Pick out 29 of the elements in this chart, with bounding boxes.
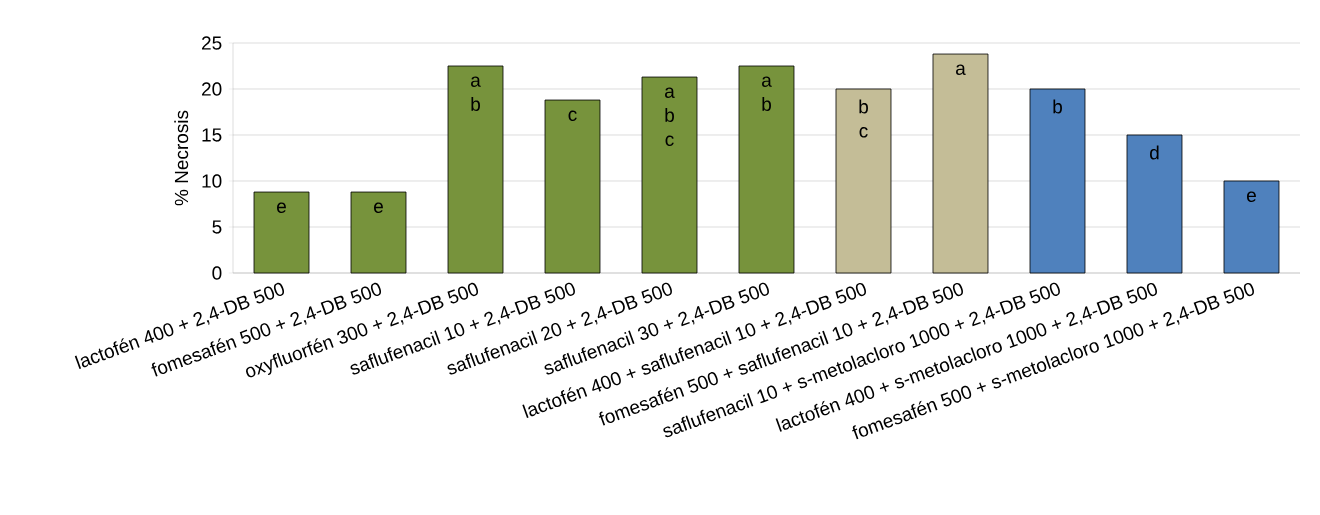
y-tick-label: 0 (212, 266, 222, 280)
y-tick-label: 25 (202, 36, 222, 50)
bar (253, 191, 310, 274)
bar (835, 88, 892, 274)
y-tick-label: 10 (202, 174, 222, 188)
bar (447, 65, 504, 274)
bar (738, 65, 795, 274)
bar (932, 53, 989, 274)
y-axis-title: % Necrosis (174, 110, 189, 206)
bar (544, 99, 601, 274)
annotation: a b c (665, 87, 675, 146)
y-tick-label: 20 (202, 82, 222, 96)
annotation: b (1053, 99, 1062, 114)
bar (1029, 88, 1086, 274)
bar (1223, 180, 1280, 274)
annotation: a b (762, 76, 772, 111)
annotation: e (1247, 191, 1256, 202)
bar (1126, 134, 1183, 274)
annotation: b c (859, 99, 868, 138)
bar (350, 191, 407, 274)
annotation: a b (471, 76, 481, 111)
annotation: e (277, 202, 286, 213)
bar (641, 76, 698, 274)
y-tick-label: 5 (212, 220, 222, 234)
annotation: c (568, 110, 577, 121)
annotation: e (374, 202, 383, 213)
annotation: d (1150, 145, 1159, 160)
y-tick-label: 15 (202, 128, 222, 142)
annotation: a (956, 64, 966, 75)
